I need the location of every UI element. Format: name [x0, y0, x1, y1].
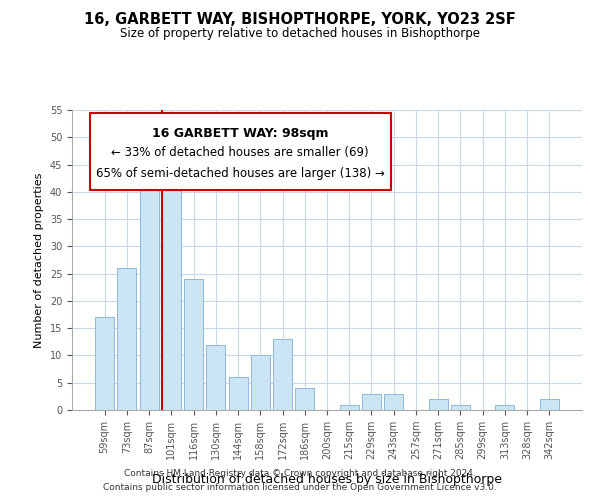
Y-axis label: Number of detached properties: Number of detached properties — [34, 172, 44, 348]
Bar — [251, 356, 270, 410]
Text: 65% of semi-detached houses are larger (138) →: 65% of semi-detached houses are larger (… — [96, 167, 385, 180]
Bar — [95, 318, 114, 410]
Bar — [362, 394, 381, 410]
Bar — [295, 388, 314, 410]
Bar — [206, 344, 225, 410]
Bar — [540, 399, 559, 410]
Text: 16, GARBETT WAY, BISHOPTHORPE, YORK, YO23 2SF: 16, GARBETT WAY, BISHOPTHORPE, YORK, YO2… — [84, 12, 516, 28]
Text: Contains HM Land Registry data © Crown copyright and database right 2024.: Contains HM Land Registry data © Crown c… — [124, 468, 476, 477]
Bar — [273, 339, 292, 410]
Text: 16 GARBETT WAY: 98sqm: 16 GARBETT WAY: 98sqm — [152, 126, 329, 140]
Text: Size of property relative to detached houses in Bishopthorpe: Size of property relative to detached ho… — [120, 28, 480, 40]
Bar — [184, 279, 203, 410]
Bar — [229, 378, 248, 410]
Bar — [451, 404, 470, 410]
Text: Contains public sector information licensed under the Open Government Licence v3: Contains public sector information licen… — [103, 484, 497, 492]
Bar — [340, 404, 359, 410]
Bar — [140, 170, 158, 410]
FancyBboxPatch shape — [90, 113, 391, 190]
Bar — [384, 394, 403, 410]
Bar — [162, 186, 181, 410]
Text: ← 33% of detached houses are smaller (69): ← 33% of detached houses are smaller (69… — [112, 146, 369, 159]
Bar — [118, 268, 136, 410]
X-axis label: Distribution of detached houses by size in Bishopthorpe: Distribution of detached houses by size … — [152, 473, 502, 486]
Bar — [496, 404, 514, 410]
Bar — [429, 399, 448, 410]
